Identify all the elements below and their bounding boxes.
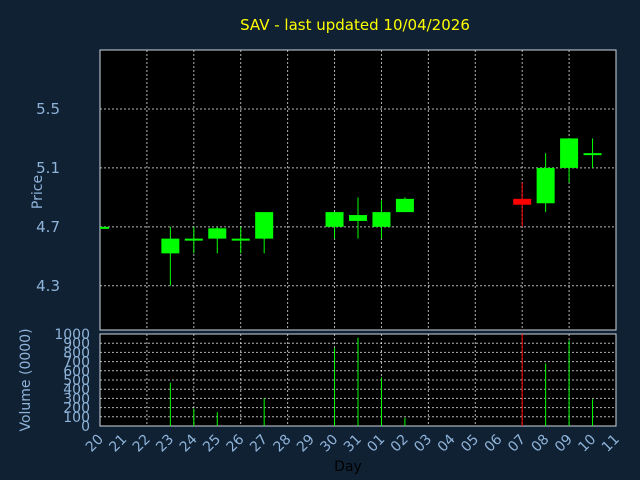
candle-body xyxy=(536,167,555,204)
candle-body xyxy=(255,212,274,239)
candle-body xyxy=(161,238,180,254)
volume-tick-label: 500 xyxy=(63,373,90,389)
volume-bars xyxy=(169,334,594,426)
volume-tick-label: 400 xyxy=(63,382,90,398)
candle-body xyxy=(325,212,344,227)
price-axis-label: Price xyxy=(30,175,46,209)
price-plot-border xyxy=(99,49,617,331)
candle-body xyxy=(184,238,203,241)
volume-tick-label: 0 xyxy=(81,419,90,435)
x-axis-label: Day xyxy=(334,459,362,475)
candle-body xyxy=(583,153,602,156)
candle-body xyxy=(208,228,227,239)
volume-tick-label: 200 xyxy=(63,401,90,417)
chart-title: SAV - last updated 10/04/2026 xyxy=(240,16,470,34)
x-tick-labels: 20 21 22 23 24 25 26 27 28 29 30 31 01 02 03 04 05 06 07 08… xyxy=(83,431,623,455)
candle-body xyxy=(395,198,414,213)
candle-body xyxy=(560,138,579,168)
price-tick-label: 4.3 xyxy=(36,277,60,295)
price-tick-label: 5.5 xyxy=(36,100,60,118)
price-tick-label: 5.1 xyxy=(36,159,60,177)
volume-tick-label: 800 xyxy=(63,345,90,361)
candle-body xyxy=(100,226,109,229)
volume-axis-label: Volume (0000) xyxy=(18,328,34,431)
price-candles xyxy=(100,138,602,286)
price-tick-label: 4.7 xyxy=(36,218,60,236)
candle-body xyxy=(513,198,532,205)
candle-body xyxy=(231,238,250,241)
price-tick-labels: 5.5 5.1 4.7 4.3 xyxy=(36,100,60,295)
volume-tick-label: 700 xyxy=(63,355,90,371)
volume-tick-label: 1000 xyxy=(54,327,90,343)
volume-tick-label: 100 xyxy=(63,410,90,426)
candle-body xyxy=(372,212,391,227)
volume-tick-label: 900 xyxy=(63,336,90,352)
candle-body xyxy=(349,215,367,221)
price-plot-area xyxy=(100,50,616,330)
volume-tick-label: 300 xyxy=(63,391,90,407)
volume-tick-label: 600 xyxy=(63,364,90,380)
